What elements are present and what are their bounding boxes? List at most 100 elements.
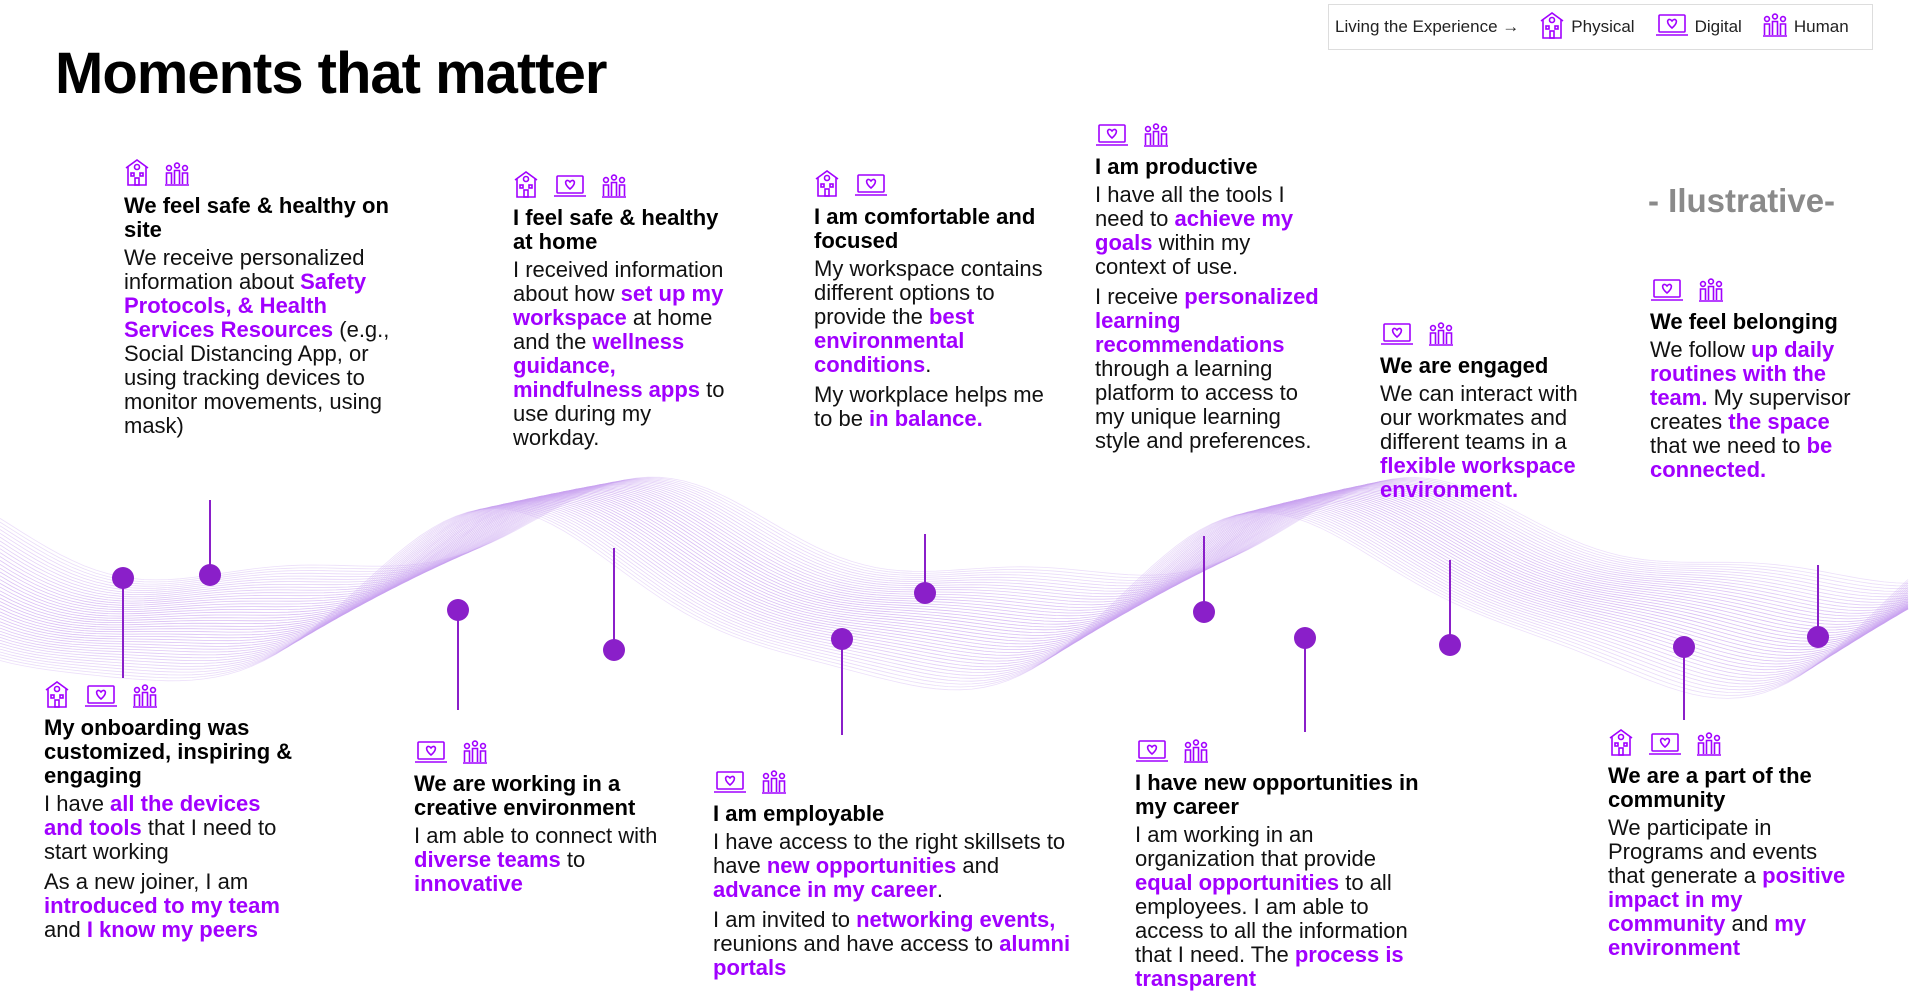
moment-title: We are engaged	[1380, 353, 1549, 378]
digital-icon	[1651, 279, 1683, 301]
digital-icon	[1136, 740, 1168, 762]
channel-icons	[713, 764, 1073, 794]
timeline-node	[831, 628, 853, 650]
body-text: I am working in an organization that pro…	[1135, 822, 1376, 871]
wave-strand	[0, 488, 1909, 628]
moment-title: I have new opportunities in my career	[1135, 770, 1419, 819]
physical-icon	[1609, 729, 1633, 756]
body-text: at home and the	[513, 305, 713, 354]
moment-description: We can interact with our workmates and d…	[1380, 382, 1610, 502]
highlight-text: new opportunities	[766, 853, 957, 878]
moment-productive: I am productive I have all the tools I ne…	[1095, 117, 1320, 459]
channel-icons	[1135, 733, 1435, 763]
highlight-text: wellness guidance, mindfulness apps	[513, 329, 701, 402]
physical-icon	[1540, 11, 1564, 39]
channel-icons	[513, 168, 743, 198]
timeline-node	[1673, 636, 1695, 658]
legend-human-label: Human	[1793, 17, 1849, 36]
body-text: We can interact with our workmates and d…	[1380, 381, 1578, 454]
body-text: within my context of use.	[1095, 230, 1251, 279]
wave-strand	[0, 479, 1909, 595]
human-icon	[463, 740, 487, 764]
moment-title: We are a part of the community	[1608, 763, 1812, 812]
human-icon	[1144, 123, 1168, 147]
body-text: As a new joiner, I am	[44, 869, 249, 894]
wave-strand	[0, 503, 1909, 685]
highlight-text: positive impact in my community	[1608, 863, 1846, 936]
physical-icon	[125, 159, 149, 186]
highlight-text: personalized learning recommendations	[1095, 284, 1319, 357]
channel-icons	[1608, 726, 1858, 756]
body-text: to	[560, 847, 586, 872]
moment-title: I am employable	[713, 801, 885, 826]
wave-strand	[0, 490, 1909, 637]
physical-icon	[45, 681, 69, 708]
physical-icon	[514, 171, 538, 198]
body-text: We participate in Programs and events th…	[1608, 815, 1818, 888]
moment-description: I am able to connect with diverse teams …	[414, 824, 664, 896]
wave-strand	[0, 504, 1909, 688]
body-text: I receive	[1095, 284, 1185, 309]
digital-icon	[855, 174, 887, 196]
timeline-node	[1294, 627, 1316, 649]
moment-title: I am productive	[1095, 154, 1258, 179]
body-text: I have	[44, 791, 111, 816]
body-text: through a learning platform to access to…	[1095, 356, 1312, 453]
wave-strand	[0, 487, 1909, 625]
digital-icon	[1096, 124, 1128, 146]
wave-strand	[0, 492, 1909, 645]
wave-strand	[0, 506, 1909, 694]
body-text: We follow	[1650, 337, 1752, 362]
highlight-text: be connected.	[1650, 433, 1833, 482]
legend-physical-label: Physical	[1571, 17, 1635, 36]
moment-description: We receive personalized information abou…	[124, 246, 394, 438]
wave-strand	[0, 493, 1909, 648]
timeline-node	[603, 639, 625, 661]
body-text: I have all the tools I need to	[1095, 182, 1285, 231]
timeline-node	[1193, 601, 1215, 623]
digital-icon	[1655, 13, 1689, 42]
channel-icons	[1380, 316, 1610, 346]
moment-title: I feel safe & healthy at home	[513, 205, 719, 254]
moment-description: My workspace contains different options …	[814, 257, 1044, 377]
wave-strand	[0, 496, 1909, 659]
highlight-text: process is transparent	[1135, 942, 1404, 991]
digital-icon	[1649, 733, 1681, 755]
human-icon	[762, 770, 786, 794]
digital-icon	[1655, 13, 1688, 36]
moment-comfortable-focused: I am comfortable and focused My workspace…	[814, 167, 1044, 437]
body-text: that we need to	[1650, 433, 1807, 458]
body-text: .	[936, 877, 943, 902]
highlight-text: set up my workspace	[513, 281, 724, 330]
illustrative-label: - Ilustrative-	[1648, 182, 1836, 219]
highlight-text: introduced to my team	[44, 893, 280, 918]
highlight-text: I know my peers	[86, 917, 259, 942]
channel-icons	[124, 156, 394, 186]
body-text: .	[925, 352, 932, 377]
wave-strand	[0, 476, 1909, 584]
highlight-text: up daily routines with the team.	[1650, 337, 1835, 410]
highlight-text: diverse teams	[414, 847, 561, 872]
wave-strand	[0, 498, 1909, 665]
body-text: My workplace helps me to be	[814, 382, 1044, 431]
body-text: to use during my workday.	[513, 377, 725, 450]
legend-intro: Living the Experience →	[1335, 17, 1520, 36]
wave-strand	[0, 480, 1909, 598]
legend-digital: Digital	[1655, 13, 1742, 42]
digital-icon	[85, 685, 117, 707]
timeline-node	[1439, 634, 1461, 656]
highlight-text: innovative	[414, 871, 523, 896]
digital-icon	[415, 741, 447, 763]
body-text: My supervisor creates	[1650, 385, 1851, 434]
wave-strand	[0, 492, 1909, 642]
wave-strand	[0, 489, 1909, 631]
body-text: (e.g., Social Distancing App, or using t…	[124, 317, 390, 438]
highlight-text: alumni portals	[713, 931, 1071, 980]
moment-title: We are working in a creative environment	[414, 771, 636, 820]
channel-icons	[1095, 117, 1320, 147]
timeline-node	[1807, 626, 1829, 648]
body-text: and	[956, 853, 1000, 878]
channel-icons	[414, 734, 664, 764]
timeline-node	[112, 567, 134, 589]
highlight-text: equal opportunities	[1135, 870, 1340, 895]
